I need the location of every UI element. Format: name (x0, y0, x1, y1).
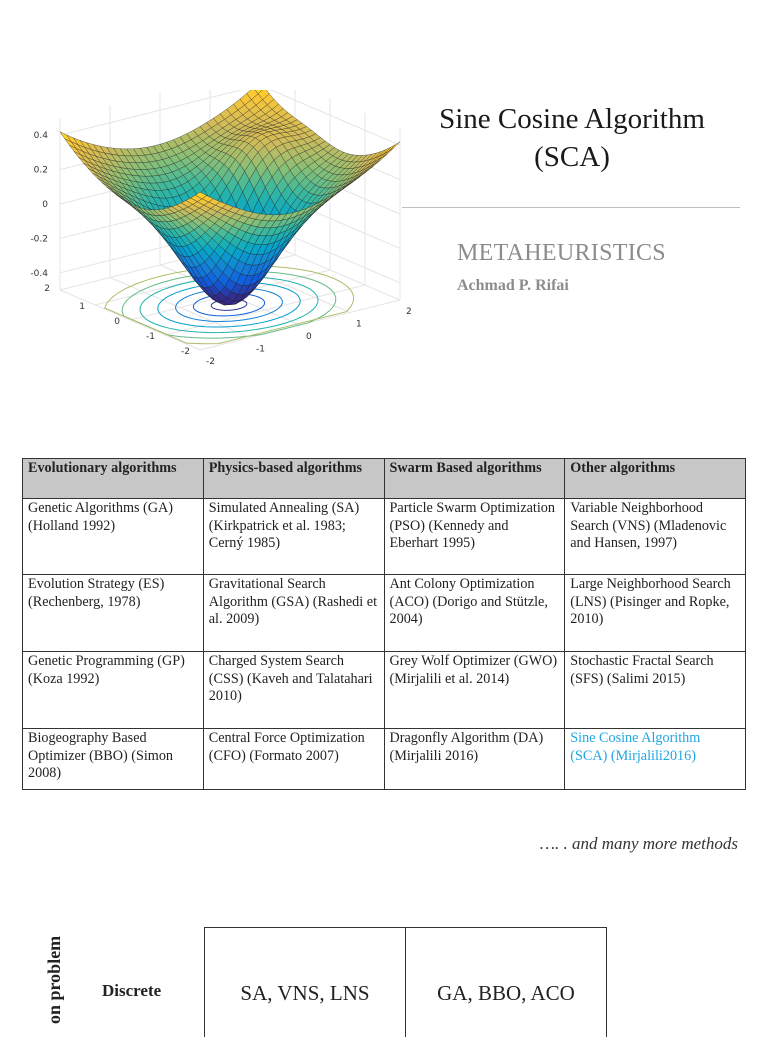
tick-label: -2 (206, 357, 215, 367)
table-row: Genetic Programming (GP) (Koza 1992) Cha… (22, 651, 746, 729)
page-title: Sine Cosine Algorithm (439, 103, 705, 135)
tick-label: 1 (79, 302, 85, 312)
column-header: Physics-based algorithms (202, 458, 385, 499)
row-label-discrete: Discrete (102, 981, 162, 1000)
contour-line (157, 281, 301, 328)
tick-label: 0 (306, 332, 312, 342)
table-cell: Particle Swarm Optimization (PSO) (Kenne… (383, 498, 566, 575)
algorithms-table: Evolutionary algorithms Physics-based al… (22, 458, 746, 790)
tick-label: -1 (146, 332, 155, 342)
tick-label: 1 (356, 320, 362, 330)
table-cell: Gravitational Search Algorithm (GSA) (Ra… (202, 574, 385, 652)
table-header-row: Evolutionary algorithms Physics-based al… (22, 458, 746, 499)
tick-label: 0 (42, 200, 48, 210)
table-row: Biogeography Based Optimizer (BBO) (Simo… (22, 728, 746, 790)
tick-label: 2 (44, 284, 50, 294)
more-methods-note: …. . and many more methods (539, 834, 738, 853)
table-cell: Simulated Annealing (SA) (Kirkpatrick et… (202, 498, 385, 575)
table-cell: Charged System Search (CSS) (Kaveh and T… (202, 651, 385, 729)
subtitle: METAHEURISTICS (457, 240, 666, 266)
tick-label: -2 (181, 347, 190, 357)
column-header: Evolutionary algorithms (22, 458, 204, 499)
tick-label: 0.4 (34, 131, 49, 141)
table-cell: Large Neighborhood Search (LNS) (Pisinge… (564, 574, 746, 652)
classification-cell: SA, VNS, LNS (204, 927, 405, 1037)
table-cell: Genetic Programming (GP) (Koza 1992) (22, 651, 204, 729)
surface-patch (194, 191, 208, 199)
tick-label: -0.2 (30, 234, 48, 244)
table-cell: Stochastic Fractal Search (SFS) (Salimi … (564, 651, 746, 729)
table-cell: Central Force Optimization (CFO) (Format… (202, 728, 385, 790)
table-cell: Dragonfly Algorithm (DA) (Mirjalili 2016… (383, 728, 566, 790)
column-header: Other algorithms (564, 458, 746, 499)
surface-patch (383, 144, 396, 155)
table-row: Evolution Strategy (ES) (Rechenberg, 197… (22, 574, 746, 652)
tick-label: 0 (114, 317, 120, 327)
surface-plot: 0.4 0.2 0 -0.2 -0.4 2 1 0 -1 -2 -2 -1 0 1 2 (30, 90, 412, 367)
contour-line (139, 276, 319, 334)
table-cell: Evolution Strategy (ES) (Rechenberg, 197… (22, 574, 204, 652)
table-cell: Genetic Algorithms (GA) (Holland 1992) (22, 498, 204, 575)
table-cell: Ant Colony Optimization (ACO) (Dorigo an… (383, 574, 566, 652)
table-cell: Variable Neighborhood Search (VNS) (Mlad… (564, 498, 746, 575)
column-header: Swarm Based algorithms (383, 458, 566, 499)
author: Achmad P. Rifai (457, 277, 569, 294)
table-row: Genetic Algorithms (GA) (Holland 1992) S… (22, 498, 746, 575)
table-cell-highlighted: Sine Cosine Algorithm (SCA) (Mirjalili20… (564, 728, 746, 790)
tick-label: 2 (406, 307, 412, 317)
page-title-abbrev: (SCA) (534, 141, 610, 173)
surface-patch (254, 90, 263, 95)
classification-cell: GA, BBO, ACO (405, 927, 607, 1037)
tick-label: -0.4 (30, 269, 48, 279)
tick-label: 0.2 (34, 166, 48, 176)
divider (402, 207, 740, 208)
table-cell: Grey Wolf Optimizer (GWO) (Mirjalili et … (383, 651, 566, 729)
axis-label: on problem (44, 935, 64, 1024)
tick-label: -1 (256, 345, 265, 355)
table-cell: Biogeography Based Optimizer (BBO) (Simo… (22, 728, 204, 790)
